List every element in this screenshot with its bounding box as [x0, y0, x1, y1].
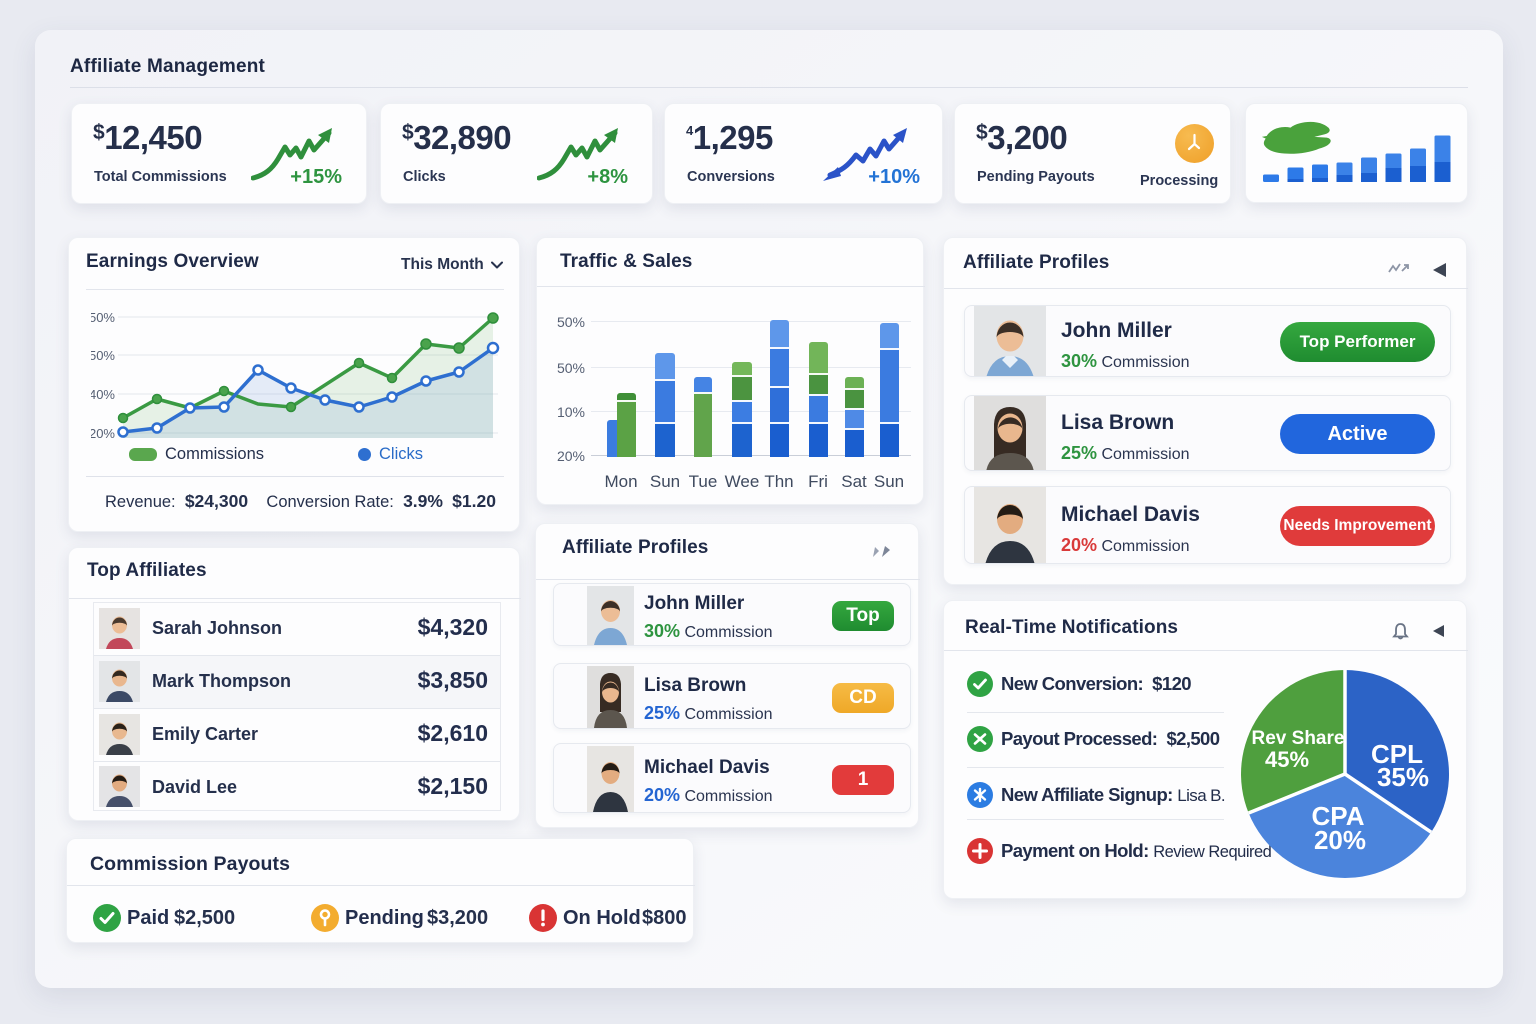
svg-text:35%: 35% [1377, 762, 1429, 792]
svg-text:Rev Share: Rev Share [1252, 728, 1345, 749]
svg-text:40%: 40% [91, 387, 115, 402]
svg-text:CPA: CPA [1312, 801, 1365, 831]
svg-text:45%: 45% [1265, 747, 1309, 772]
svg-text:50%: 50% [91, 310, 115, 325]
svg-text:20%: 20% [91, 426, 115, 441]
svg-text:20%: 20% [1314, 825, 1366, 855]
svg-text:50%: 50% [91, 348, 115, 363]
svg-text:CPL: CPL [1371, 739, 1423, 769]
